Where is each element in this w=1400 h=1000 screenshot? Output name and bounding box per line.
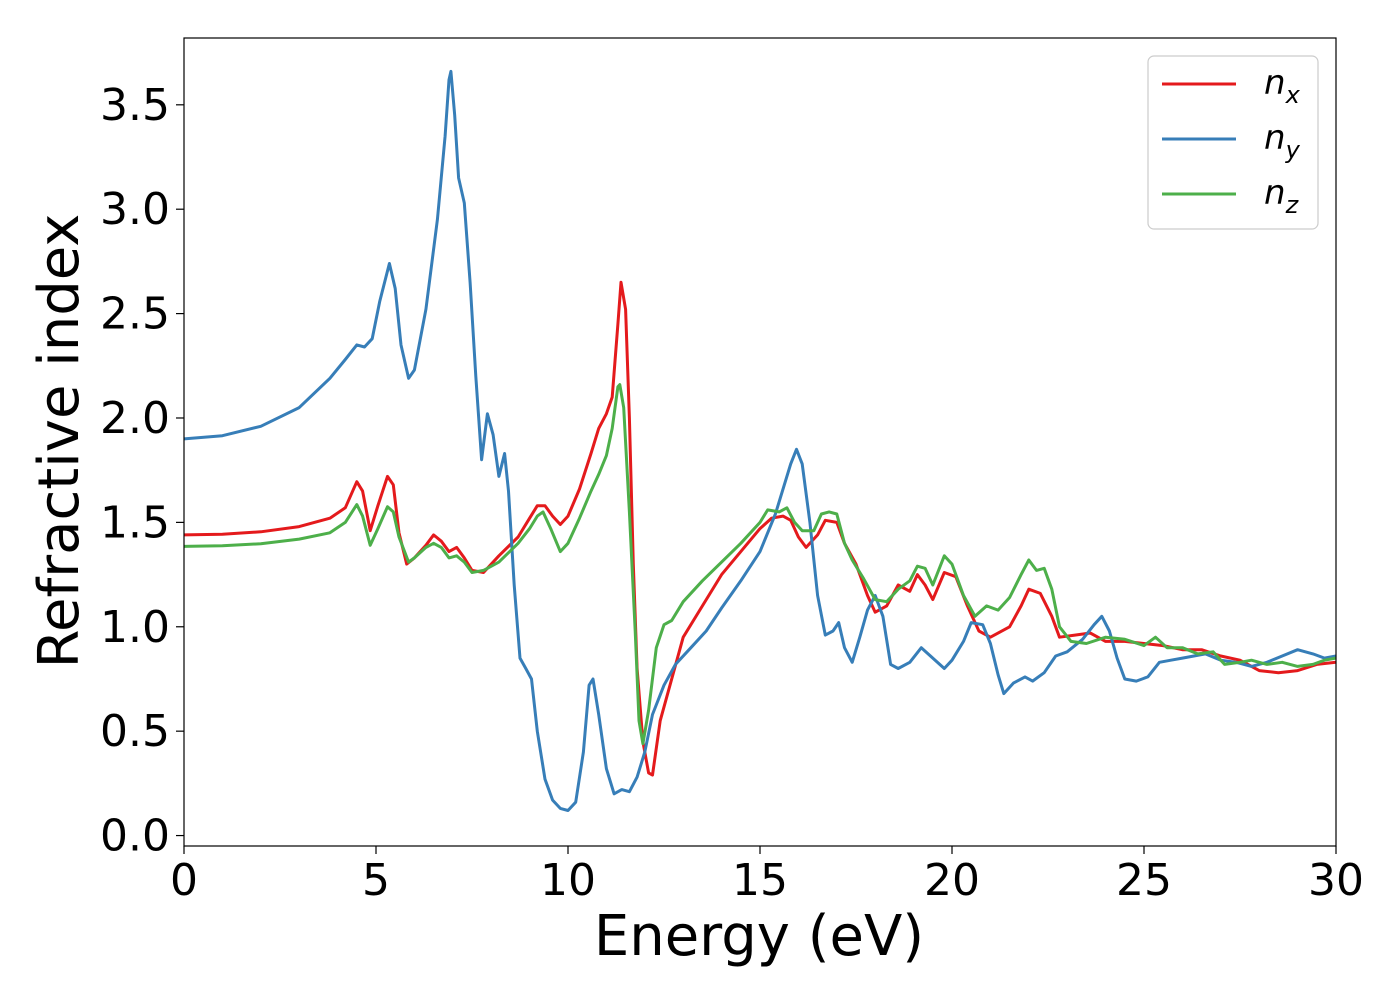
y-axis-title: Refractive index bbox=[27, 214, 92, 669]
x-tick-label: 30 bbox=[1308, 855, 1364, 906]
legend-label-n-z: nz bbox=[1264, 173, 1300, 219]
x-tick-label: 0 bbox=[170, 855, 198, 906]
x-tick-label: 5 bbox=[362, 855, 390, 906]
x-tick-label: 15 bbox=[732, 855, 788, 906]
y-tick-label: 3.0 bbox=[100, 184, 170, 235]
y-tick-label: 1.5 bbox=[100, 497, 170, 548]
x-tick-label: 20 bbox=[924, 855, 980, 906]
legend-label-n-y: ny bbox=[1264, 118, 1301, 164]
series-line-n-y bbox=[184, 69, 1336, 812]
y-tick-label: 0.0 bbox=[100, 811, 170, 862]
y-tick-label: 2.5 bbox=[100, 289, 170, 340]
legend-label-n-x: nx bbox=[1264, 63, 1301, 109]
x-axis-title: Energy (eV) bbox=[594, 904, 924, 969]
x-tick-label: 10 bbox=[540, 855, 596, 906]
series-line-n-x bbox=[184, 280, 1336, 777]
series-lines bbox=[184, 69, 1336, 812]
axis-ticks: 0 5 10 15 20 25 30 0.0 0.5 1.0 1.5 2.0 2.5 3.0 3.5 bbox=[100, 80, 1364, 906]
y-tick-label: 0.5 bbox=[100, 706, 170, 757]
y-tick-label: 2.0 bbox=[100, 393, 170, 444]
y-tick-label: 3.5 bbox=[100, 80, 170, 131]
x-tick-label: 25 bbox=[1116, 855, 1172, 906]
y-tick-label: 1.0 bbox=[100, 602, 170, 653]
legend-frame bbox=[1147, 55, 1319, 230]
series-line-n-z bbox=[184, 383, 1336, 746]
legend: nx ny nz bbox=[1147, 55, 1319, 230]
